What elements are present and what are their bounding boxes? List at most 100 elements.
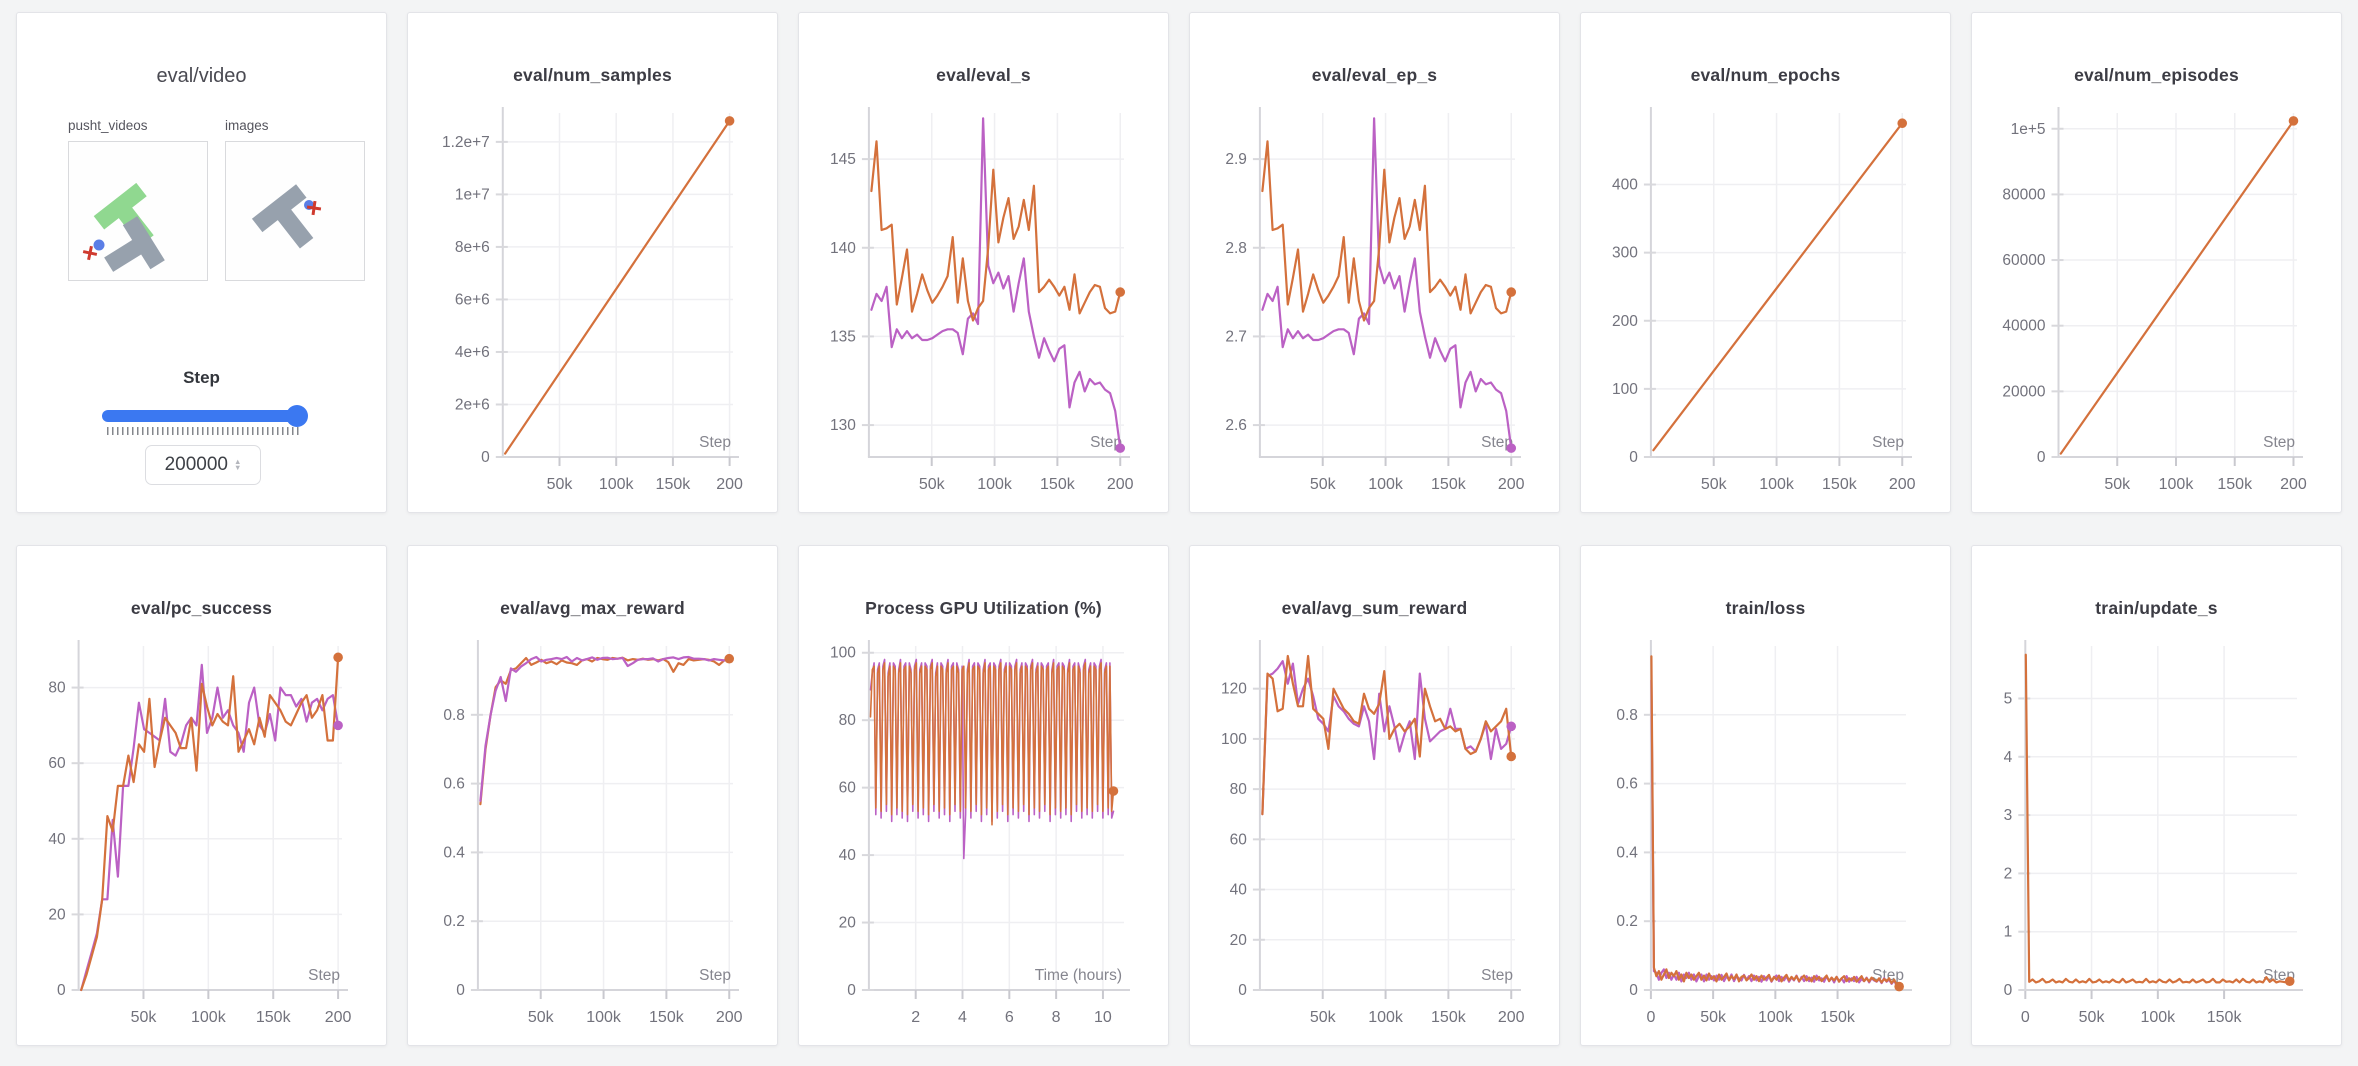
svg-text:135: 135: [830, 328, 856, 345]
svg-text:100k: 100k: [2159, 476, 2195, 493]
svg-text:60: 60: [48, 755, 66, 772]
chart-canvas[interactable]: 50k 100k 150k 200 0 20000 40000 60000 80000 1e+5 S…: [1972, 101, 2342, 511]
chart-panel-eval-num-epochs: eval/num_epochs 50k 100k 150k 200 0 100 200 300 4…: [1580, 12, 1951, 513]
chart-title: eval/avg_sum_reward: [1281, 598, 1468, 618]
svg-text:0.6: 0.6: [443, 776, 465, 793]
svg-text:1: 1: [2004, 924, 2013, 941]
series-end-dot: [1894, 981, 1904, 992]
pusht-scene-image: [82, 182, 165, 272]
goal-cross-icon: [306, 200, 322, 216]
pusht-videos-thumbnail[interactable]: [68, 141, 208, 281]
chart-canvas[interactable]: 50k 100k 150k 200 130 135 140 145 Step: [799, 101, 1169, 511]
x-axis-caption: Step: [308, 967, 340, 984]
svg-text:80000: 80000: [2002, 186, 2045, 203]
x-axis-caption: Step: [1090, 434, 1122, 451]
series-line-orange: [2024, 653, 2291, 984]
svg-text:4: 4: [2004, 749, 2013, 766]
svg-text:60000: 60000: [2002, 252, 2045, 269]
svg-text:2e+6: 2e+6: [455, 396, 490, 413]
x-axis-caption: Step: [699, 967, 731, 984]
svg-text:100: 100: [830, 645, 856, 662]
series-line-orange: [80, 656, 340, 992]
step-value: 200000: [164, 454, 228, 475]
series-end-dot: [1506, 443, 1517, 453]
svg-text:0.2: 0.2: [1616, 913, 1638, 930]
svg-text:0: 0: [1646, 1009, 1655, 1026]
svg-text:50k: 50k: [2079, 1009, 2106, 1026]
step-slider-label: Step: [183, 368, 220, 387]
stepper-arrows-icon[interactable]: ▲ ▼: [233, 457, 242, 472]
svg-text:20000: 20000: [2002, 383, 2045, 400]
series-line-orange: [1650, 655, 1901, 988]
svg-text:2.7: 2.7: [1225, 328, 1247, 345]
svg-text:0: 0: [481, 449, 490, 466]
svg-text:150k: 150k: [1431, 476, 1467, 493]
video-label-images: images: [225, 118, 269, 133]
chart-canvas[interactable]: 50k 100k 150k 200 0 2e+6 4e+6 6e+6 8e+6 1e+7 1.2e+…: [408, 101, 778, 511]
step-slider-tickmarks: [107, 427, 299, 435]
svg-text:0.8: 0.8: [443, 707, 465, 724]
chart-panel-eval-avg-sum-reward: eval/avg_sum_reward 50k 100k 150k 200 0 20 40 60…: [1189, 545, 1560, 1046]
images-scene-image: [251, 184, 322, 249]
svg-text:0: 0: [456, 982, 465, 999]
svg-text:150k: 150k: [256, 1009, 292, 1026]
svg-text:150k: 150k: [649, 1009, 685, 1026]
svg-text:100k: 100k: [1368, 476, 1404, 493]
svg-text:120: 120: [1221, 681, 1247, 698]
svg-text:200: 200: [716, 1009, 743, 1026]
svg-text:40: 40: [48, 831, 66, 848]
svg-text:0.6: 0.6: [1616, 776, 1638, 793]
svg-text:1e+5: 1e+5: [2011, 121, 2046, 138]
chart-canvas[interactable]: 50k 100k 150k 200 0 20 40 60 80 100 120 Step: [1190, 634, 1560, 1044]
svg-text:50k: 50k: [1310, 476, 1337, 493]
series-end-dot: [2284, 976, 2295, 987]
goal-cross-icon: [82, 245, 98, 261]
series-end-dot: [1506, 287, 1517, 297]
chart-title: train/update_s: [2095, 598, 2218, 618]
svg-text:2.6: 2.6: [1225, 417, 1247, 434]
svg-text:50k: 50k: [131, 1009, 158, 1026]
svg-text:130: 130: [830, 417, 856, 434]
step-slider-thumb[interactable]: [286, 405, 308, 427]
chart-canvas[interactable]: 50k 100k 150k 200 0 0.2 0.4 0.6 0.8 Step: [408, 634, 778, 1044]
series-line-orange: [1261, 654, 1513, 816]
series-end-dot: [1115, 443, 1126, 453]
svg-text:60: 60: [1230, 831, 1248, 848]
chart-panel-eval-avg-max-reward: eval/avg_max_reward 50k 100k 150k 200 0 0.2 0.4…: [407, 545, 778, 1046]
svg-text:0.4: 0.4: [443, 844, 465, 861]
svg-text:100k: 100k: [1759, 476, 1795, 493]
series-end-dot: [1115, 287, 1126, 297]
svg-text:0: 0: [2037, 449, 2046, 466]
step-slider-track[interactable]: [102, 410, 306, 422]
chart-title: eval/num_episodes: [2074, 65, 2239, 85]
step-value-input[interactable]: 200000 ▲ ▼: [145, 445, 261, 485]
svg-text:0: 0: [57, 982, 66, 999]
chart-title: eval/avg_max_reward: [500, 598, 685, 618]
svg-text:2: 2: [911, 1009, 920, 1026]
svg-text:100k: 100k: [1368, 1009, 1404, 1026]
svg-text:150k: 150k: [1431, 1009, 1467, 1026]
svg-text:200: 200: [1107, 476, 1134, 493]
svg-text:50k: 50k: [2104, 476, 2131, 493]
chart-panel-eval-eval-s: eval/eval_s 50k 100k 150k 200 130 135 140 145 Ste…: [798, 12, 1169, 513]
svg-text:100k: 100k: [2140, 1009, 2176, 1026]
chart-panel-eval-num-samples: eval/num_samples 50k 100k 150k 200 0 2e+6 4e+6 6…: [407, 12, 778, 513]
chart-canvas[interactable]: 50k 100k 150k 200 0 20 40 60 80 Step: [17, 634, 387, 1044]
series-line-magenta: [1261, 660, 1513, 816]
svg-text:0: 0: [2021, 1009, 2030, 1026]
step-slider[interactable]: [102, 405, 308, 427]
x-axis-caption: Step: [1481, 967, 1513, 984]
chart-canvas[interactable]: 50k 100k 150k 200 2.6 2.7 2.8 2.9 Step: [1190, 101, 1560, 511]
series-end-dot: [1506, 751, 1517, 762]
svg-text:100: 100: [1612, 381, 1638, 398]
images-thumbnail[interactable]: [225, 141, 365, 281]
series-line-orange: [870, 140, 1122, 322]
x-axis-caption: Step: [1481, 434, 1513, 451]
svg-text:0.8: 0.8: [1616, 707, 1638, 724]
chart-title: eval/num_samples: [513, 65, 672, 85]
chart-canvas[interactable]: 50k 100k 150k 200 0 100 200 300 400 Step: [1581, 101, 1951, 511]
